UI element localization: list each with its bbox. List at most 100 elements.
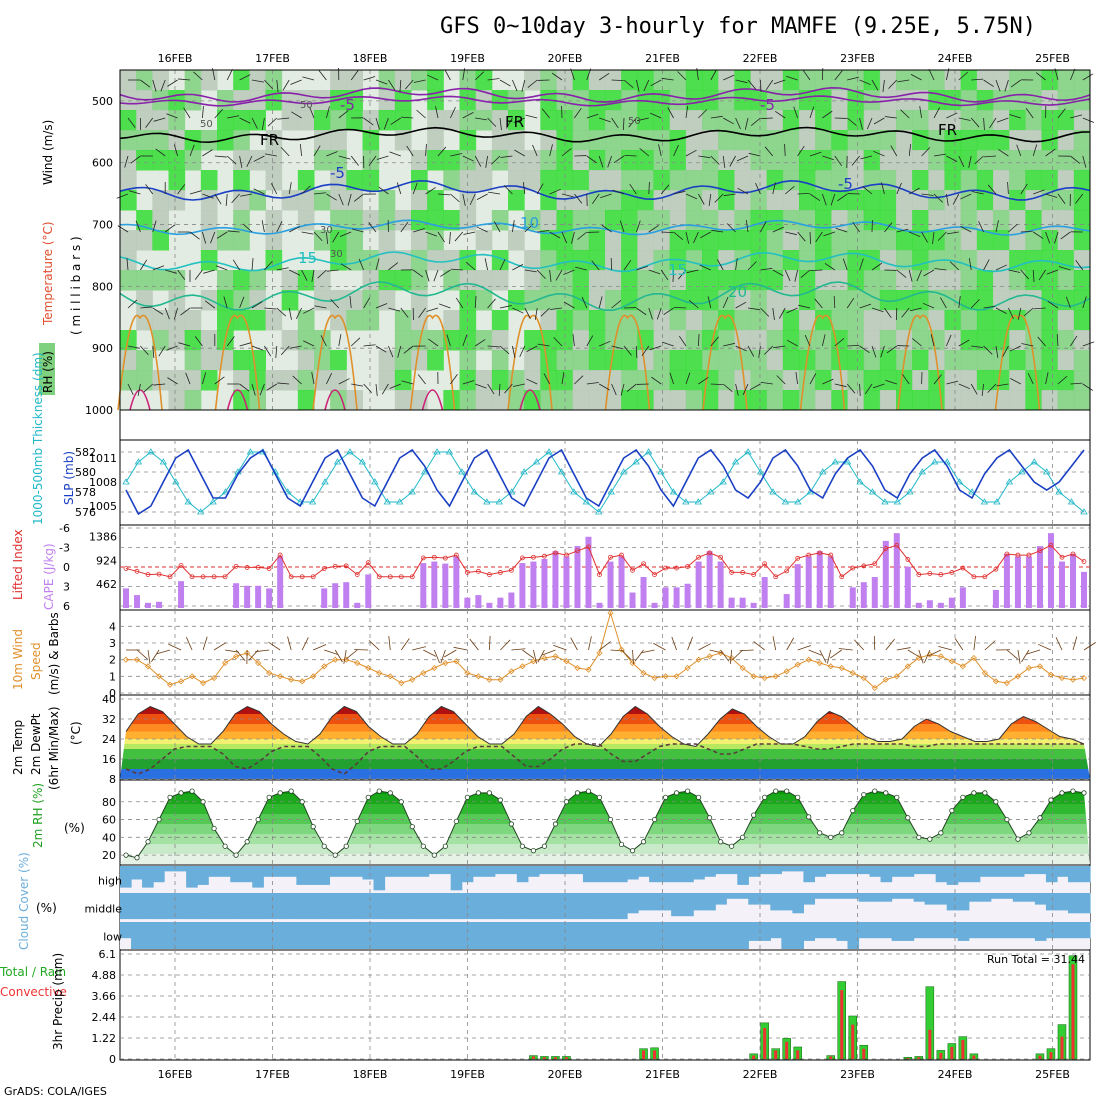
cloud-cell bbox=[704, 922, 716, 949]
wind-barb bbox=[1021, 343, 1034, 347]
rh-cell bbox=[588, 190, 606, 211]
rh-cell bbox=[976, 230, 994, 251]
rh-cell bbox=[249, 70, 266, 91]
rh-cell bbox=[297, 370, 315, 391]
wind-barb bbox=[499, 79, 511, 87]
wind-speed-point bbox=[706, 653, 713, 660]
contour-label: 20 bbox=[728, 283, 747, 301]
rh-cell bbox=[491, 210, 509, 231]
rh-cell bbox=[799, 110, 816, 131]
rh-cell bbox=[572, 170, 590, 191]
wind-barb bbox=[600, 193, 612, 199]
rh-cell bbox=[766, 350, 784, 371]
rh-cell bbox=[653, 330, 671, 351]
cloud-cell bbox=[649, 922, 661, 949]
wind-barb bbox=[946, 155, 958, 162]
wind-barb bbox=[890, 145, 898, 157]
rh-cell bbox=[314, 110, 331, 131]
rh-cell bbox=[427, 210, 444, 231]
rh-cell bbox=[233, 270, 250, 291]
wind-barb bbox=[412, 269, 424, 278]
wind-barb bbox=[525, 114, 538, 119]
rh-cell bbox=[394, 370, 412, 391]
wind-barb bbox=[934, 268, 947, 271]
thickness-point bbox=[545, 448, 553, 455]
rh-cell bbox=[200, 170, 218, 191]
wind-barb bbox=[368, 155, 377, 166]
rh-label: RH (%) bbox=[41, 351, 55, 393]
rh-cell bbox=[944, 370, 962, 391]
lifted-point bbox=[817, 550, 823, 556]
temp-tick: 40 bbox=[102, 693, 116, 706]
rh-cell bbox=[605, 330, 622, 351]
wind-barb bbox=[164, 224, 176, 233]
wind-barb bbox=[127, 345, 140, 349]
temp-tick: 16 bbox=[102, 753, 116, 766]
wind-barb bbox=[353, 193, 364, 202]
wind-barb bbox=[685, 372, 691, 385]
wind-barb bbox=[896, 269, 907, 278]
cloud-cell bbox=[318, 922, 331, 949]
rh-cell bbox=[637, 370, 654, 391]
wind-barb bbox=[350, 70, 359, 81]
date-label-top: 25FEB bbox=[1035, 52, 1070, 65]
rh-cell bbox=[831, 70, 848, 91]
wind-barb bbox=[830, 193, 836, 206]
rh-cell bbox=[782, 210, 800, 231]
cloud-cell bbox=[825, 866, 838, 875]
rh-cell bbox=[411, 270, 428, 291]
wind-barb bbox=[916, 269, 922, 282]
rh-point bbox=[773, 788, 779, 794]
wind-barb bbox=[1070, 155, 1081, 164]
wind-barb bbox=[506, 117, 513, 129]
wind-barb bbox=[368, 222, 377, 233]
contour-label: 50 bbox=[300, 100, 313, 111]
cloud-cell bbox=[748, 866, 760, 877]
precip-conv-bar bbox=[1049, 1052, 1053, 1059]
wind-speed-point bbox=[1058, 674, 1066, 682]
cloud-cell bbox=[538, 922, 551, 949]
wind-barb bbox=[601, 224, 612, 233]
cape-bar bbox=[497, 597, 504, 608]
rh-cell bbox=[184, 70, 202, 91]
rh-cell bbox=[411, 330, 428, 351]
rh-cell bbox=[1025, 110, 1042, 131]
cloud-cell bbox=[296, 866, 308, 885]
wind-barb bbox=[1038, 269, 1046, 281]
cloud-cell bbox=[869, 893, 882, 902]
precip-conv-bar bbox=[553, 1057, 557, 1059]
wind-barb bbox=[809, 106, 815, 119]
surface-wind-barb bbox=[388, 636, 391, 651]
cloud-cell bbox=[516, 866, 529, 883]
cloud-cell bbox=[891, 922, 904, 941]
thickness-point bbox=[968, 488, 976, 495]
wind-barb bbox=[440, 269, 451, 277]
rh-cell bbox=[896, 310, 913, 331]
cape-bar bbox=[662, 587, 669, 608]
rh-cell bbox=[702, 330, 719, 351]
surface-wind-barb bbox=[313, 644, 327, 651]
rh-tick: 20 bbox=[102, 849, 116, 862]
cloud-cell bbox=[472, 893, 485, 920]
rh-cell bbox=[782, 130, 800, 151]
rh-cell bbox=[184, 310, 202, 331]
cloud-cell bbox=[142, 893, 154, 920]
rh-cell bbox=[912, 390, 929, 411]
wind-barb bbox=[435, 106, 439, 119]
rh-cell bbox=[394, 270, 412, 291]
wind-barb bbox=[784, 269, 791, 282]
rh-cell bbox=[1009, 130, 1026, 151]
rh-cell bbox=[1009, 250, 1026, 271]
rh-cell bbox=[653, 110, 671, 131]
wind-barb bbox=[311, 269, 315, 282]
rh-cell bbox=[508, 90, 525, 111]
wind-barb bbox=[623, 259, 632, 271]
rh-band bbox=[120, 844, 1090, 854]
wind-barb bbox=[216, 231, 228, 239]
rh-cell bbox=[879, 270, 897, 291]
rh-cell bbox=[1009, 290, 1026, 311]
lifted-point bbox=[453, 552, 459, 558]
wind-frame bbox=[119, 609, 1091, 696]
rh-cell bbox=[863, 270, 881, 291]
